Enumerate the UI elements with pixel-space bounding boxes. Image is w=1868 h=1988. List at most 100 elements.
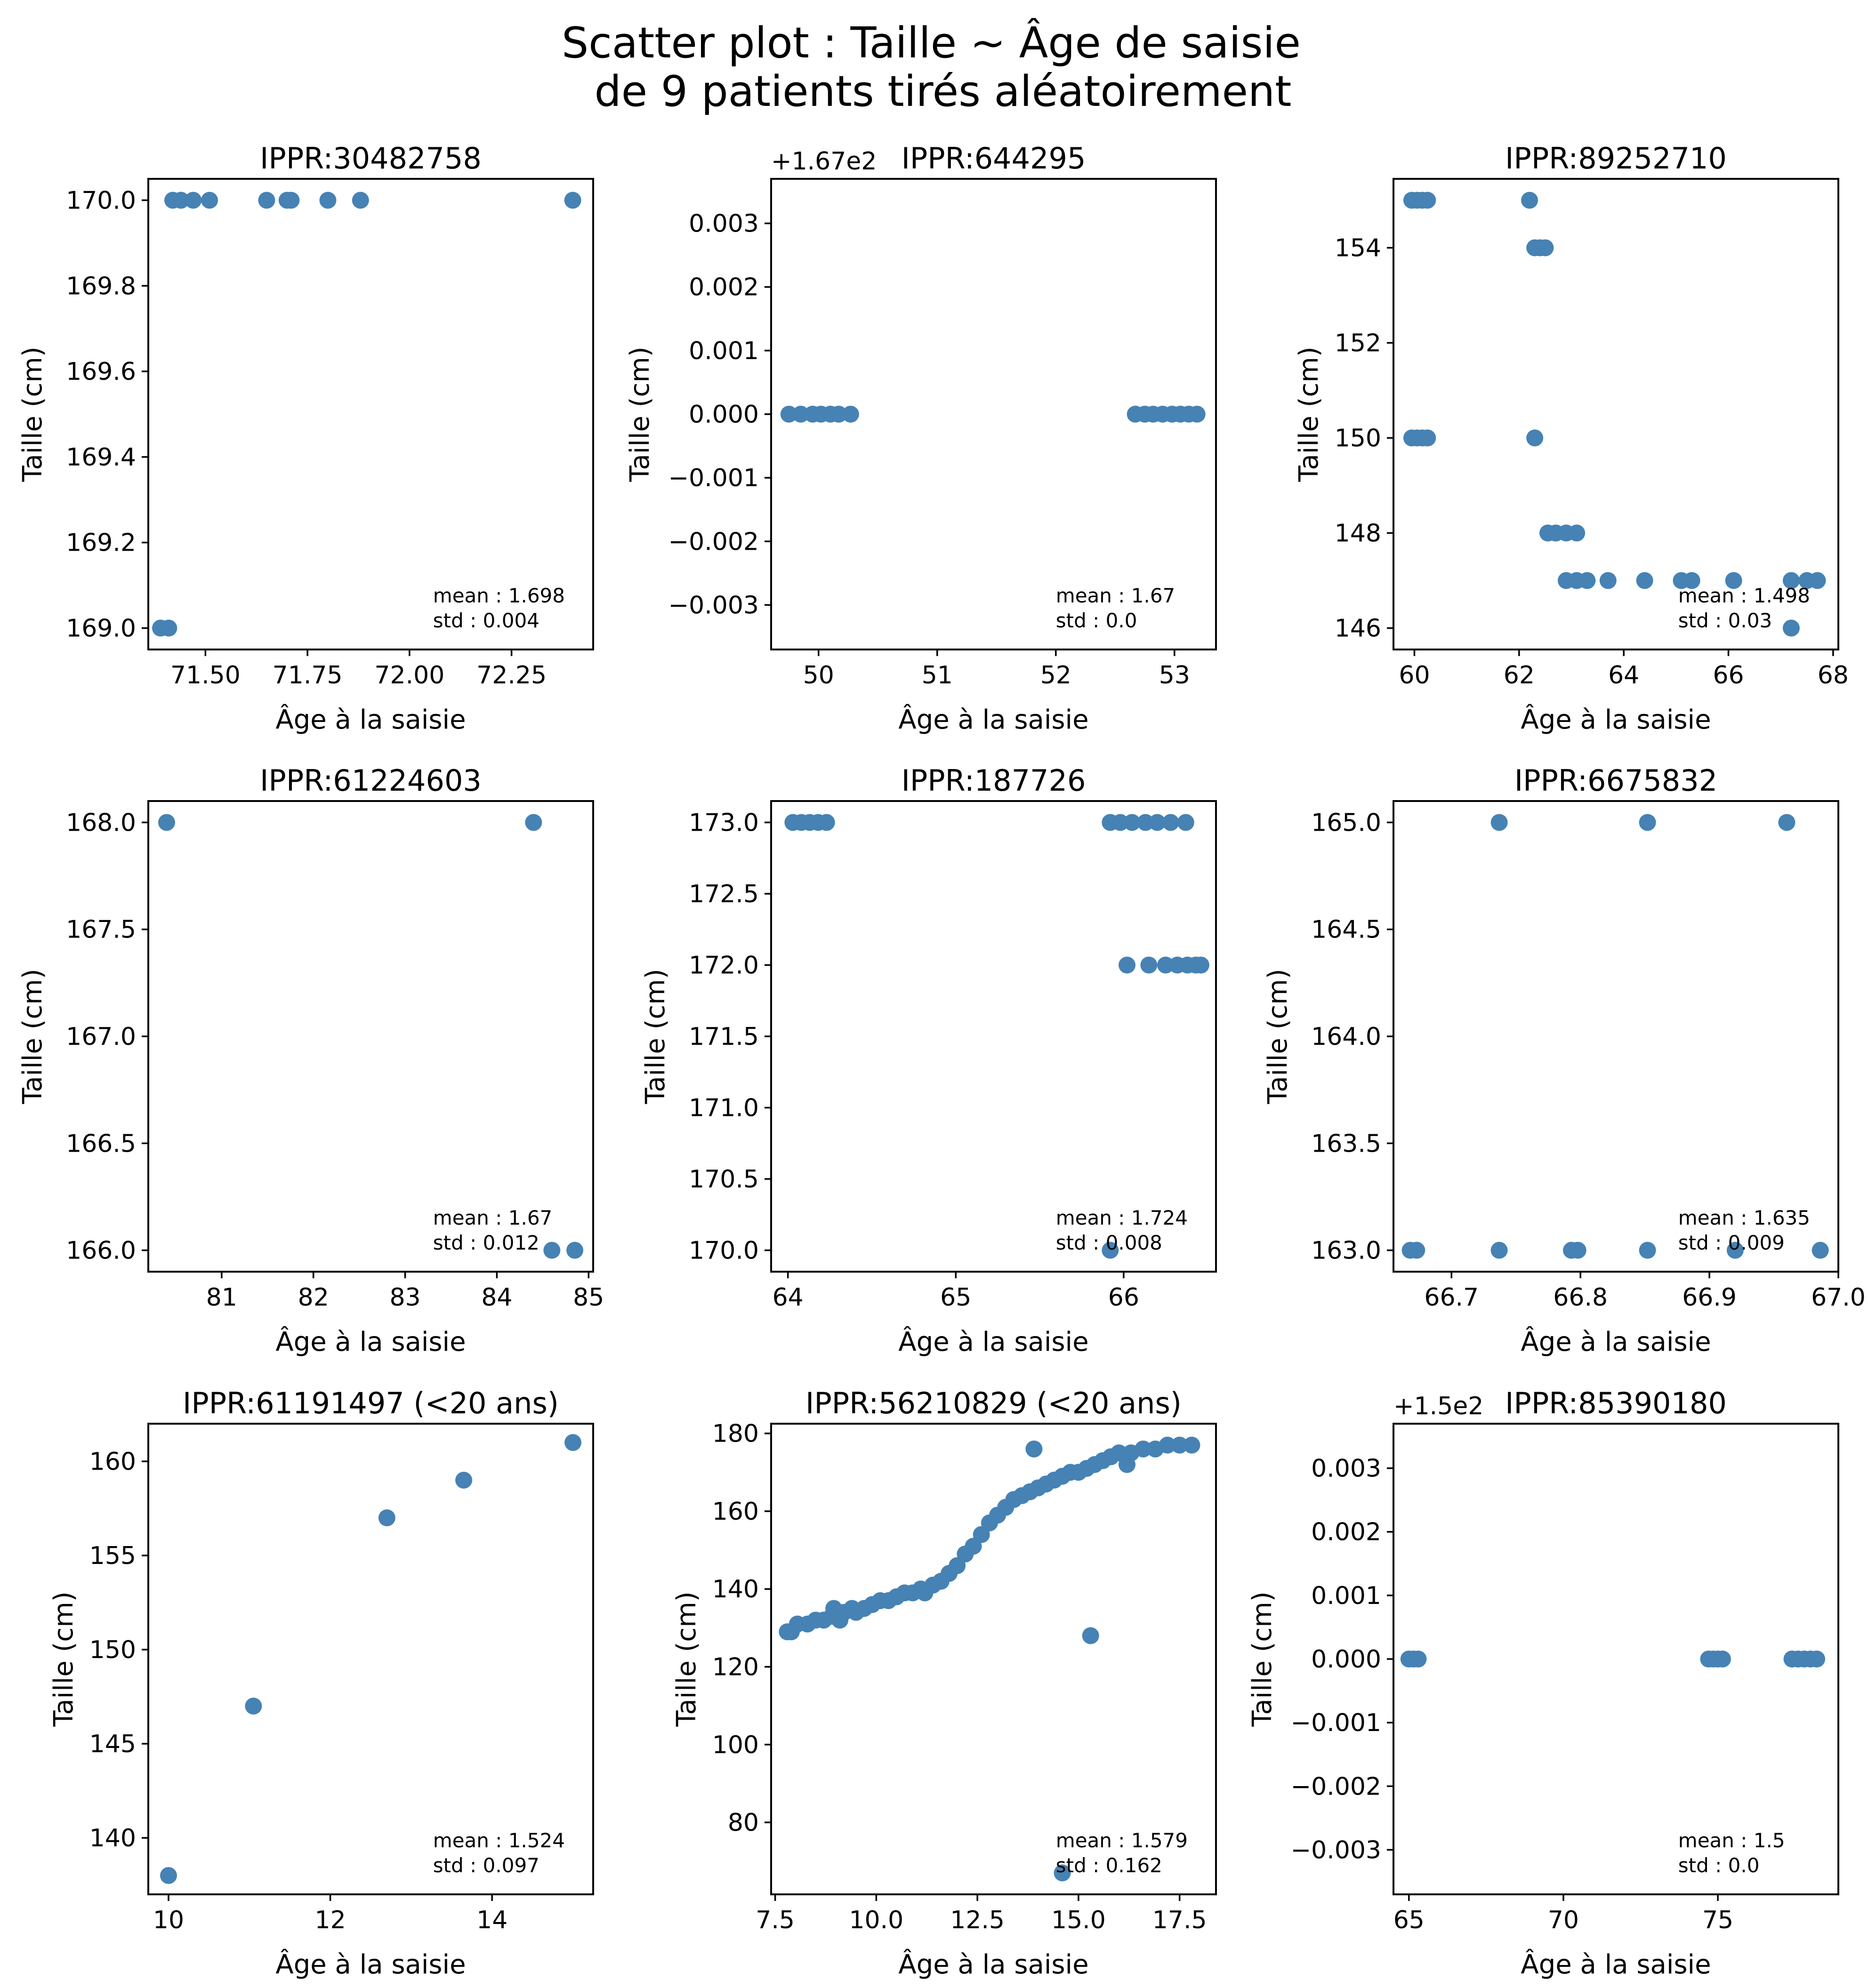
- data-point: [1162, 814, 1179, 831]
- y-tick-label: 169.6: [66, 358, 136, 386]
- y-tick-label: 170.5: [689, 1165, 759, 1194]
- data-point: [172, 192, 190, 209]
- std-annotation: std : 0.012: [433, 1231, 539, 1254]
- subplot-3: 60 62 64 66 68 146 148 150 152 154 IPPR:89252710 Âg…: [1294, 141, 1849, 735]
- data-points: [780, 406, 1206, 423]
- data-point: [1123, 814, 1141, 831]
- x-tick-label: 66: [1713, 661, 1744, 689]
- y-tick-label: 150: [89, 1636, 136, 1664]
- data-point: [1782, 572, 1800, 589]
- mean-annotation: mean : 1.67: [433, 1206, 552, 1229]
- data-point: [1490, 1242, 1508, 1259]
- std-annotation: std : 0.008: [1056, 1231, 1162, 1254]
- std-annotation: std : 0.004: [433, 609, 539, 632]
- mean-annotation: mean : 1.498: [1678, 584, 1810, 607]
- data-point: [1639, 814, 1656, 831]
- data-point: [1490, 814, 1508, 831]
- data-point: [566, 1242, 584, 1259]
- y-tick-label: 152: [1335, 329, 1381, 357]
- y-axis-label: Taille (cm): [48, 1591, 79, 1727]
- data-point: [1726, 1242, 1744, 1259]
- y-tick-label: 0.003: [1311, 1455, 1381, 1483]
- data-point: [1188, 406, 1206, 423]
- x-tick-label: 83: [389, 1283, 420, 1312]
- axes-frame: [1393, 800, 1839, 1273]
- data-point: [1521, 192, 1538, 209]
- y-tick-label: −0.002: [668, 528, 759, 556]
- subplot-1: 71.50 71.75 72.00 72.25 169.0 169.2 169.4 169.6…: [17, 141, 594, 735]
- y-tick-label: 148: [1335, 520, 1381, 548]
- data-point: [1419, 429, 1436, 447]
- y-tick-label: 0.001: [689, 337, 759, 365]
- data-point: [1119, 956, 1135, 974]
- y-tick-label: 168.0: [66, 809, 136, 837]
- std-annotation: std : 0.0: [1056, 609, 1137, 632]
- data-point: [1111, 814, 1129, 831]
- subplot-9: 65 70 75 −0.003 −0.002 −0.001 0.000 0.001 0.002 0…: [1247, 1386, 1839, 1980]
- data-point: [160, 619, 177, 637]
- data-point: [1192, 956, 1209, 974]
- std-annotation: std : 0.097: [433, 1854, 539, 1877]
- y-offset-text: +1.67e2: [771, 147, 877, 176]
- subplot-title: IPPR:644295: [902, 141, 1086, 176]
- data-point: [1683, 572, 1700, 589]
- data-point: [1419, 192, 1436, 209]
- data-point: [282, 192, 300, 209]
- y-tick-label: −0.001: [1291, 1709, 1381, 1737]
- subplot-8: 7.5 10.0 12.5 15.0 17.5 80 100 120 140 160 180 IPPR…: [671, 1386, 1217, 1980]
- data-point: [1526, 429, 1544, 447]
- y-tick-label: 165.0: [1311, 809, 1381, 837]
- mean-annotation: mean : 1.724: [1056, 1206, 1188, 1229]
- data-point: [160, 1867, 177, 1884]
- std-annotation: std : 0.162: [1056, 1854, 1162, 1877]
- y-tick-label: 160: [89, 1448, 136, 1476]
- data-point: [1537, 239, 1554, 257]
- x-tick-label: 50: [803, 661, 834, 689]
- subplot-title: IPPR:85390180: [1505, 1386, 1727, 1420]
- data-point: [1149, 814, 1166, 831]
- x-tick-label: 62: [1504, 661, 1535, 689]
- data-point: [1578, 572, 1596, 589]
- data-point: [1782, 619, 1800, 637]
- y-tick-label: 169.0: [66, 615, 136, 643]
- subplot-grid: 71.50 71.75 72.00 72.25 169.0 169.2 169.4 169.6…: [17, 141, 1866, 1980]
- y-tick-label: 173.0: [689, 809, 759, 837]
- x-tick-label: 72.25: [476, 661, 547, 689]
- x-tick-label: 84: [481, 1283, 512, 1312]
- data-point: [564, 192, 581, 209]
- x-axis-label: Âge à la saisie: [898, 705, 1088, 735]
- y-tick-label: 145: [89, 1730, 136, 1758]
- y-tick-label: 169.2: [66, 529, 136, 557]
- data-point: [185, 192, 202, 209]
- y-tick-label: 0.001: [1311, 1582, 1381, 1610]
- subplot-2: 50 51 52 53 −0.003 −0.002 −0.001 0.000 0.001 0.00…: [625, 141, 1217, 735]
- y-tick-label: 155: [89, 1542, 136, 1570]
- mean-annotation: mean : 1.524: [433, 1829, 565, 1852]
- x-tick-label: 12: [315, 1906, 346, 1934]
- data-point: [1778, 814, 1796, 831]
- y-axis-label: Taille (cm): [17, 969, 48, 1104]
- x-tick-label: 66.7: [1424, 1283, 1479, 1312]
- y-axis-label: Taille (cm): [1263, 969, 1293, 1104]
- axes-frame: [1393, 1423, 1839, 1895]
- data-point: [1808, 1651, 1826, 1667]
- data-point: [1177, 814, 1194, 831]
- data-points: [1403, 192, 1826, 637]
- x-axis-label: Âge à la saisie: [1521, 705, 1711, 735]
- y-tick-label: 170.0: [689, 1237, 759, 1265]
- y-tick-label: 146: [1335, 615, 1381, 643]
- y-tick-label: 167.0: [66, 1023, 136, 1051]
- axes-frame: [147, 1423, 594, 1895]
- subplot-title: IPPR:61224603: [260, 763, 482, 798]
- data-point: [792, 406, 809, 423]
- data-point: [1408, 1242, 1425, 1259]
- y-tick-label: 169.8: [66, 272, 136, 300]
- data-points: [1401, 814, 1829, 1259]
- x-tick-label: 14: [476, 1906, 507, 1934]
- y-tick-label: 150: [1335, 425, 1381, 453]
- y-tick-label: −0.001: [668, 464, 759, 492]
- x-tick-label: 10.0: [849, 1906, 903, 1934]
- data-points: [158, 814, 584, 1259]
- data-point: [830, 406, 847, 423]
- data-point: [201, 192, 218, 209]
